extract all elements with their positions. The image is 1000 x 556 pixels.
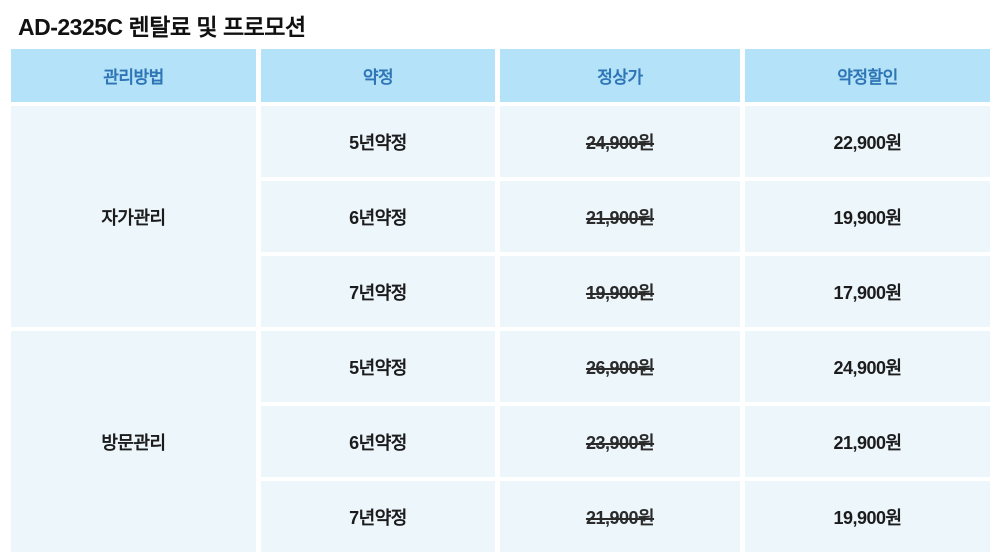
page-title: AD-2325C 렌탈료 및 프로모션 bbox=[18, 14, 306, 40]
header-cell-contract-discount: 약정할인 bbox=[745, 49, 990, 102]
cell-regular-price: 26,900원 bbox=[500, 331, 740, 402]
cell-discount-price: 21,900원 bbox=[745, 406, 990, 477]
cell-regular-price: 24,900원 bbox=[500, 106, 740, 177]
table-row: 방문관리 5년약정 26,900원 24,900원 bbox=[11, 331, 990, 552]
header-row: 관리방법 약정 정상가 약정할인 bbox=[11, 49, 990, 102]
table-body: 자가관리 5년약정 24,900원 22,900원 6년약정 21,900원 1… bbox=[11, 106, 990, 552]
regular-price-strikethrough: 19,900원 bbox=[585, 282, 655, 303]
cell-discount-price: 22,900원 bbox=[745, 106, 990, 177]
cell-discount-price: 19,900원 bbox=[745, 181, 990, 252]
cell-management-group-self: 자가관리 bbox=[11, 106, 256, 327]
rental-price-table: 관리방법 약정 정상가 약정할인 자가관리 5년약정 24,900원 22,90… bbox=[6, 45, 995, 556]
cell-contract-term: 5년약정 bbox=[261, 106, 495, 177]
regular-price-strikethrough: 23,900원 bbox=[585, 432, 655, 453]
table-row: 6년약정 21,900원 19,900원 bbox=[11, 181, 990, 252]
table-row: 7년약정 19,900원 17,900원 bbox=[11, 256, 990, 327]
header-cell-management-method: 관리방법 bbox=[11, 49, 256, 102]
cell-contract-term: 5년약정 bbox=[261, 331, 495, 402]
header-cell-regular-price: 정상가 bbox=[500, 49, 740, 102]
regular-price-strikethrough: 21,900원 bbox=[585, 507, 655, 528]
cell-regular-price: 19,900원 bbox=[500, 256, 740, 327]
table-row: 6년약정 23,900원 21,900원 bbox=[11, 406, 990, 477]
cell-regular-price: 21,900원 bbox=[500, 481, 740, 552]
cell-contract-term: 7년약정 bbox=[261, 481, 495, 552]
cell-discount-price: 17,900원 bbox=[745, 256, 990, 327]
regular-price-strikethrough: 26,900원 bbox=[585, 357, 655, 378]
cell-contract-term: 6년약정 bbox=[261, 181, 495, 252]
header-cell-contract: 약정 bbox=[261, 49, 495, 102]
cell-management-group-visit: 방문관리 bbox=[11, 331, 256, 552]
cell-regular-price: 23,900원 bbox=[500, 406, 740, 477]
regular-price-strikethrough: 24,900원 bbox=[585, 132, 655, 153]
cell-discount-price: 24,900원 bbox=[745, 331, 990, 402]
table-row: 자가관리 5년약정 24,900원 22,900원 bbox=[11, 106, 990, 327]
table-header: 관리방법 약정 정상가 약정할인 bbox=[11, 49, 990, 102]
cell-contract-term: 7년약정 bbox=[261, 256, 495, 327]
table-row: 7년약정 21,900원 19,900원 bbox=[11, 481, 990, 552]
regular-price-strikethrough: 21,900원 bbox=[585, 207, 655, 228]
cell-contract-term: 6년약정 bbox=[261, 406, 495, 477]
cell-discount-price: 19,900원 bbox=[745, 481, 990, 552]
cell-regular-price: 21,900원 bbox=[500, 181, 740, 252]
